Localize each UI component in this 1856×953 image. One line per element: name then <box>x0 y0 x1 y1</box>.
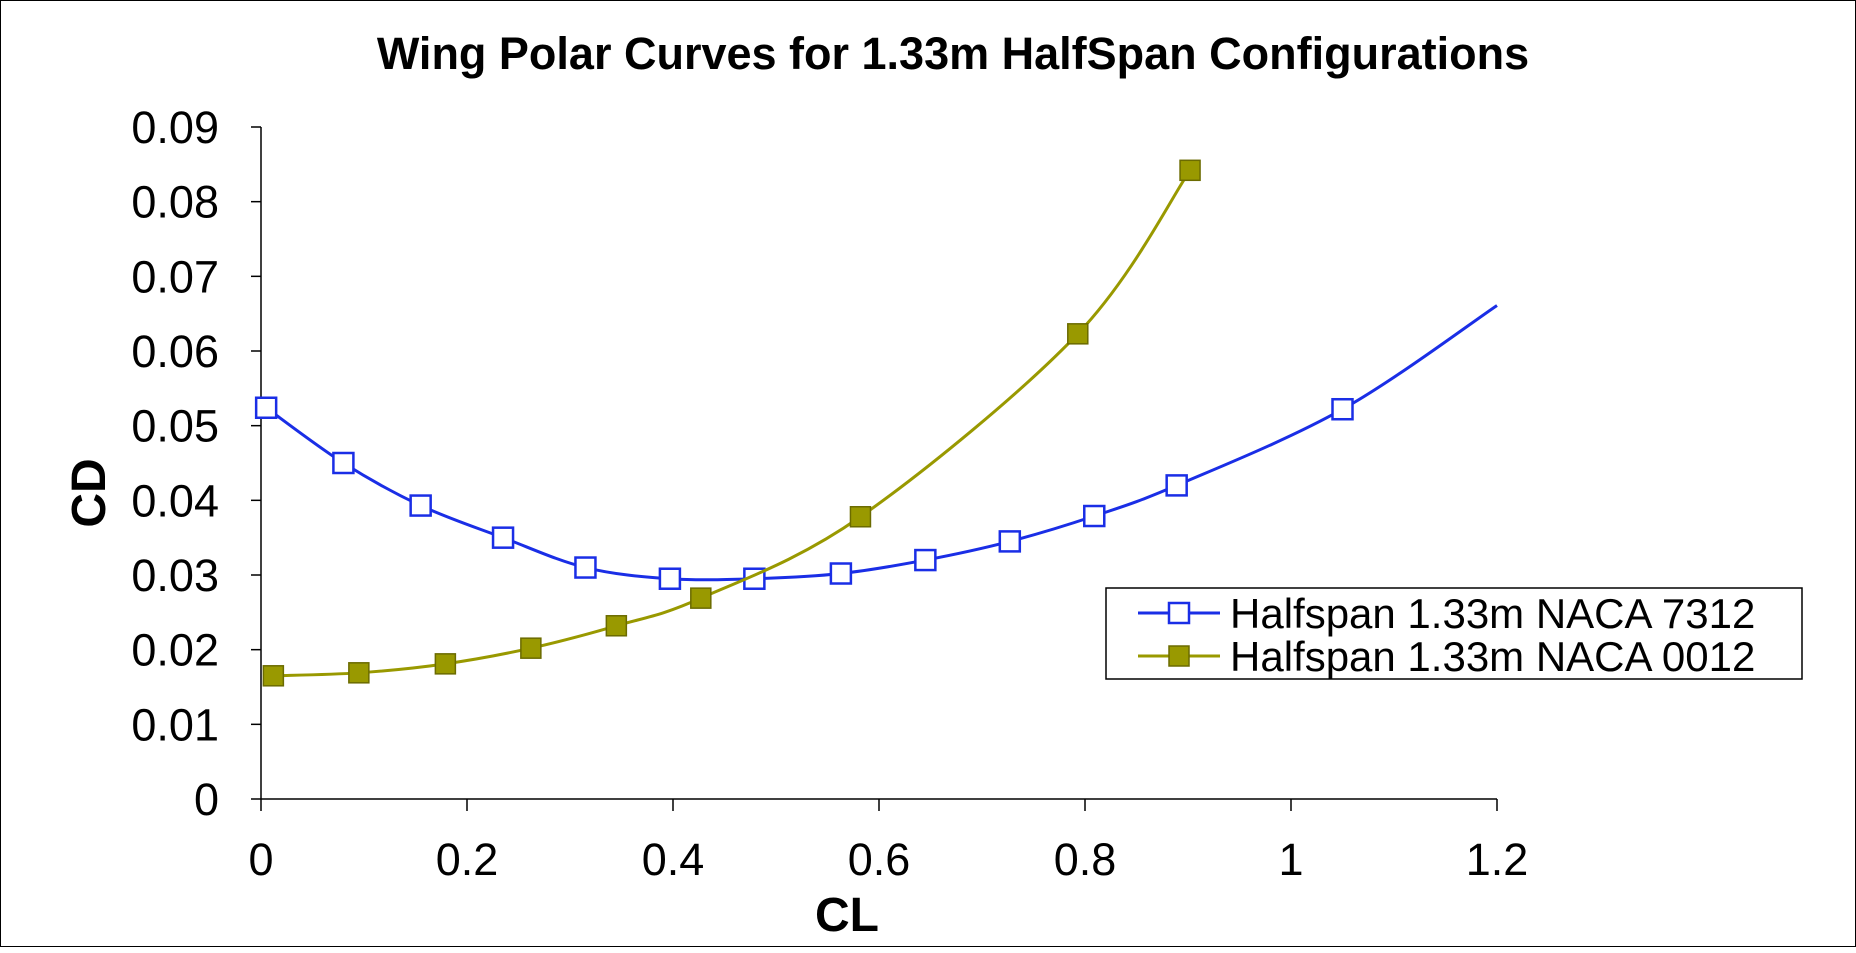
legend-label-2: Halfspan 1.33m NACA 0012 <box>1230 633 1755 680</box>
y-tick-label: 0.04 <box>131 475 219 526</box>
data-point-series-1 <box>914 548 937 572</box>
data-point-series-1 <box>254 396 278 419</box>
legend-label-1: Halfspan 1.33m NACA 7312 <box>1230 590 1755 637</box>
data-point-series-1 <box>1331 397 1354 421</box>
legend-marker-1 <box>1167 601 1191 625</box>
data-point-series-1 <box>658 567 682 590</box>
data-point-series-1 <box>409 494 432 517</box>
series-line-1 <box>265 304 1498 582</box>
data-point-series-1 <box>1083 504 1106 528</box>
y-tick-label: 0.05 <box>131 401 219 452</box>
data-point-series-2 <box>690 587 712 609</box>
data-point-series-2 <box>1067 323 1089 345</box>
data-point-series-1 <box>998 530 1022 553</box>
data-point-series-2 <box>434 653 457 675</box>
legend-box <box>1105 587 1803 680</box>
x-tick-label: 0.4 <box>642 834 705 885</box>
y-tick-label: 0.03 <box>131 550 219 601</box>
x-tick-label: 0.6 <box>848 834 911 885</box>
y-tick-label: 0.02 <box>131 625 219 676</box>
data-point-series-1 <box>574 556 597 579</box>
data-point-series-2 <box>520 637 542 659</box>
x-tick-label: 0.8 <box>1054 834 1117 885</box>
data-point-series-1 <box>829 562 853 585</box>
y-tick-label: 0.07 <box>131 251 219 302</box>
y-tick-label: 0.01 <box>131 699 219 750</box>
data-point-series-2 <box>1179 159 1201 182</box>
data-point-series-2 <box>262 665 285 687</box>
y-tick-label: 0.08 <box>131 177 219 228</box>
data-point-series-2 <box>849 506 872 528</box>
y-tick-label: 0.09 <box>131 102 219 153</box>
data-point-series-1 <box>491 526 515 549</box>
x-tick-label: 0.2 <box>436 834 499 885</box>
x-tick-label: 1.2 <box>1466 834 1529 885</box>
chart-title: Wing Polar Curves for 1.33m HalfSpan Con… <box>377 28 1529 79</box>
y-tick-label: 0.06 <box>131 326 219 377</box>
series-line-2 <box>273 169 1192 678</box>
data-point-series-2 <box>605 615 628 637</box>
legend-marker-2 <box>1168 645 1190 667</box>
x-tick-label: 0 <box>248 834 273 885</box>
x-tick-label: 1 <box>1278 834 1303 885</box>
data-point-series-2 <box>348 662 370 684</box>
data-point-series-1 <box>1165 474 1188 497</box>
y-axis-label: CD <box>63 458 116 527</box>
data-point-series-1 <box>332 451 355 475</box>
y-tick-label: 0 <box>194 774 219 825</box>
plot-area: 0 0.01 0.02 0.03 0.04 0.05 0.06 0.07 0.08 0.09 0 0.… <box>131 102 1528 885</box>
x-axis-label: CL <box>815 889 879 942</box>
